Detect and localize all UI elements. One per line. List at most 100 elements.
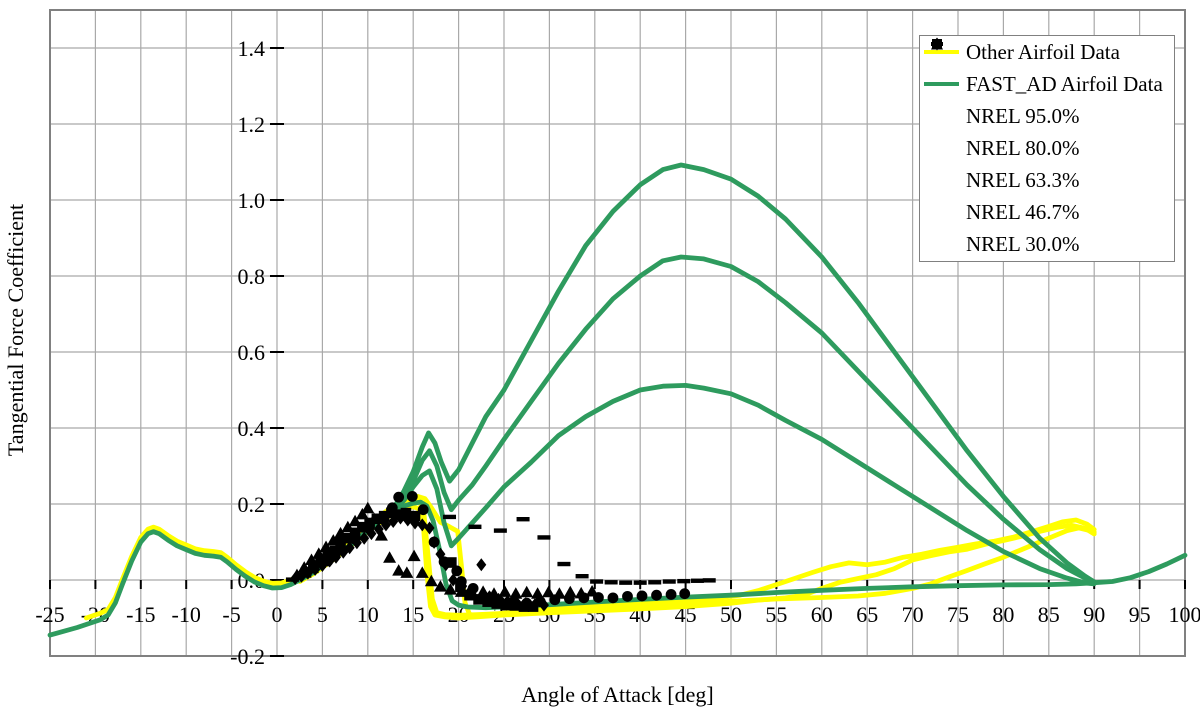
marker-nrel-63-3- [367,512,381,524]
marker-nrel-46-7- [578,592,590,604]
x-tick-label: 5 [317,602,328,627]
marker-nrel-95-0- [476,558,487,572]
marker-nrel-30-0- [690,578,704,583]
marker-nrel-95-0- [344,541,355,555]
legend-item: Other Airfoil Data [920,37,1174,68]
legend-label: NREL 80.0% [966,135,1080,160]
marker-nrel-63-3- [454,585,468,597]
marker-nrel-46-7- [636,590,648,602]
marker-nrel-46-7- [393,491,405,503]
marker-nrel-46-7- [428,536,440,548]
marker-nrel-63-3- [520,585,534,598]
marker-nrel-46-7- [563,593,575,605]
marker-nrel-46-7- [467,582,479,594]
marker-nrel-30-0- [702,578,716,583]
marker-nrel-46-7- [507,597,519,609]
marker-nrel-30-0- [285,577,299,582]
marker-nrel-63-3- [312,547,326,559]
marker-nrel-63-3- [348,514,362,527]
plot-frame [49,9,1186,657]
marker-nrel-63-3- [334,526,348,539]
marker-nrel-63-3- [498,585,512,597]
marker-nrel-46-7- [417,504,429,516]
marker-nrel-30-0- [516,517,530,522]
marker-nrel-30-0- [648,580,662,585]
marker-nrel-63-3- [361,501,375,514]
marker-nrel-46-7- [480,592,492,604]
marker-nrel-63-3- [400,566,414,578]
marker-nrel-30-0- [619,580,633,585]
legend-marker-sample [931,42,943,46]
x-tick-label: 15 [402,602,424,627]
legend-label: NREL 46.7% [966,200,1080,225]
legend-label: NREL 95.0% [966,103,1080,128]
marker-nrel-46-7- [438,556,450,568]
marker-nrel-80-0- [329,545,341,557]
marker-nrel-46-7- [651,589,662,601]
marker-nrel-80-0- [446,557,457,568]
marker-nrel-46-7- [322,555,334,567]
marker-nrel-63-3- [341,520,355,533]
x-tick-label: -25 [35,602,64,627]
legend-line-sample [924,81,959,87]
legend-box: Other Airfoil Data FAST_AD Airfoil Data NR… [919,35,1175,262]
legend-item: NREL 80.0% [920,39,1174,164]
marker-nrel-46-7- [376,512,388,524]
x-tick-label: 95 [1129,602,1151,627]
marker-nrel-80-0- [308,562,319,574]
dash-icon [931,42,943,46]
x-tick-label: 60 [811,602,833,627]
marker-nrel-80-0- [400,507,412,519]
legend-label: FAST_AD Airfoil Data [966,71,1163,96]
legend-item: FAST_AD Airfoil Data [920,69,1174,100]
marker-nrel-63-3- [531,587,545,599]
x-tick-label: -5 [222,602,240,627]
x-tick-label: 80 [992,602,1014,627]
marker-nrel-30-0- [677,578,691,584]
marker-nrel-46-7- [534,596,546,608]
marker-nrel-80-0- [315,557,326,568]
curve-fast-ad-airfoil-data [47,499,1188,638]
x-tick-label: 55 [765,602,787,627]
marker-nrel-30-0- [537,535,551,540]
marker-nrel-63-3- [319,540,333,553]
x-tick-label: 0 [272,602,283,627]
y-tick-label: 0.8 [238,264,266,289]
legend-item: NREL 30.0% [920,42,1174,260]
marker-nrel-46-7- [494,595,505,607]
marker-nrel-30-0- [633,580,647,585]
legend-item: NREL 63.3% [920,38,1174,196]
legend-line-sample [924,49,959,55]
marker-nrel-46-7- [363,522,375,534]
marker-nrel-30-0- [493,528,507,533]
marker-nrel-30-0- [590,579,604,584]
marker-nrel-80-0- [349,527,361,539]
x-tick-label: 70 [902,602,924,627]
marker-nrel-63-3- [326,534,340,546]
marker-nrel-30-0- [662,579,676,584]
marker-nrel-46-7- [622,590,633,602]
curve-fast-ad-airfoil-data [297,383,1097,587]
x-tick-label: -15 [126,602,155,627]
marker-nrel-63-3- [407,549,421,562]
y-tick-label: 0.6 [238,340,266,365]
y-tick-label: 0.4 [238,416,266,441]
marker-nrel-80-0- [393,509,404,520]
marker-nrel-63-3- [392,564,406,576]
x-tick-label: 75 [947,602,969,627]
marker-nrel-63-3- [355,507,369,520]
legend-label: NREL 63.3% [966,168,1080,193]
marker-nrel-63-3- [487,587,501,599]
x-tick-label: 100 [1169,602,1200,627]
marker-nrel-63-3- [509,587,523,599]
marker-nrel-80-0- [473,594,484,605]
marker-nrel-46-7- [349,533,361,545]
x-axis-title: Angle of Attack [deg] [521,682,714,707]
x-tick-label: 85 [1038,602,1060,627]
marker-nrel-46-7- [386,502,398,514]
legend-item: NREL 46.7% [920,38,1174,228]
marker-nrel-46-7- [451,565,463,577]
marker-nrel-80-0- [527,601,539,612]
